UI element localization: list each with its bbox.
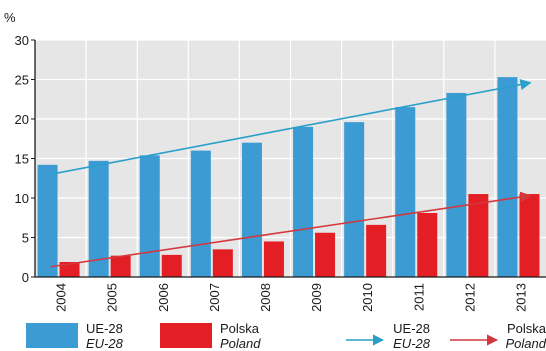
legend-swatch-polska <box>160 323 212 348</box>
x-tick-label-2013: 2013 <box>513 283 528 312</box>
legend-swatch-ue-28 <box>26 323 78 348</box>
bar-polska-2011 <box>417 213 438 277</box>
x-tick-label-2009: 2009 <box>309 283 324 312</box>
bar-polska-2007 <box>212 249 233 277</box>
x-tick-label-2005: 2005 <box>105 283 120 312</box>
y-tick-label-15: 15 <box>15 152 29 167</box>
bar-ue-28-2011 <box>395 107 416 278</box>
x-tick-label-2010: 2010 <box>360 283 375 312</box>
x-tick-label-2004: 2004 <box>54 283 69 312</box>
trend-line-ue-28 <box>50 79 532 176</box>
legend-arrow-label-en-polska: Poland <box>506 336 546 351</box>
bar-polska-2010 <box>366 224 387 277</box>
bar-ue-28-2013 <box>497 77 518 277</box>
bar-polska-2008 <box>263 241 284 277</box>
bar-polska-2005 <box>110 255 131 277</box>
legend-arrow-label-ue-28: UE-28 <box>393 321 430 336</box>
x-tick-label-2006: 2006 <box>156 283 171 312</box>
legend-label-en-ue-28: EU-28 <box>86 336 124 351</box>
y-tick-label-20: 20 <box>15 112 29 127</box>
legend-label-polska: Polska <box>220 321 260 336</box>
x-tick-label-2007: 2007 <box>207 283 222 312</box>
legend-arrow-label-en-ue-28: EU-28 <box>393 336 431 351</box>
y-tick-label-5: 5 <box>22 231 29 246</box>
y-tick-label-0: 0 <box>22 270 29 285</box>
bar-ue-28-2009 <box>293 126 314 278</box>
x-tick-label-2011: 2011 <box>411 283 426 311</box>
bar-ue-28-2004 <box>37 164 58 277</box>
y-unit-label: % <box>4 10 16 25</box>
trend-line-polska <box>50 191 532 268</box>
y-tick-label-25: 25 <box>15 73 29 88</box>
legend: UE-28EU-28PolskaPolandUE-28EU-28PolskaPo… <box>26 321 546 351</box>
bar-ue-28-2007 <box>190 150 211 277</box>
bar-ue-28-2008 <box>241 142 262 277</box>
plot-area: 0 5 10 15 20 25 30 2004 2005 2006 2007 2008 2009 2010… <box>15 33 546 312</box>
y-tick-label-10: 10 <box>15 191 29 206</box>
bar-polska-2006 <box>161 254 182 277</box>
legend-label-en-polska: Poland <box>220 336 261 351</box>
bar-ue-28-2006 <box>139 155 160 277</box>
bar-ue-28-2010 <box>344 122 365 277</box>
x-tick-label-2008: 2008 <box>258 283 273 312</box>
legend-arrow-label-polska: Polska <box>507 321 546 336</box>
bar-ue-28-2012 <box>446 92 467 278</box>
bar-polska-2004 <box>59 261 80 277</box>
bar-polska-2012 <box>468 194 489 277</box>
y-tick-label-30: 30 <box>15 33 29 48</box>
x-tick-label-2012: 2012 <box>462 283 477 312</box>
legend-label-ue-28: UE-28 <box>86 321 123 336</box>
bar-polska-2013 <box>519 194 540 277</box>
bar-ue-28-2005 <box>88 160 109 277</box>
bar-polska-2009 <box>315 232 336 277</box>
